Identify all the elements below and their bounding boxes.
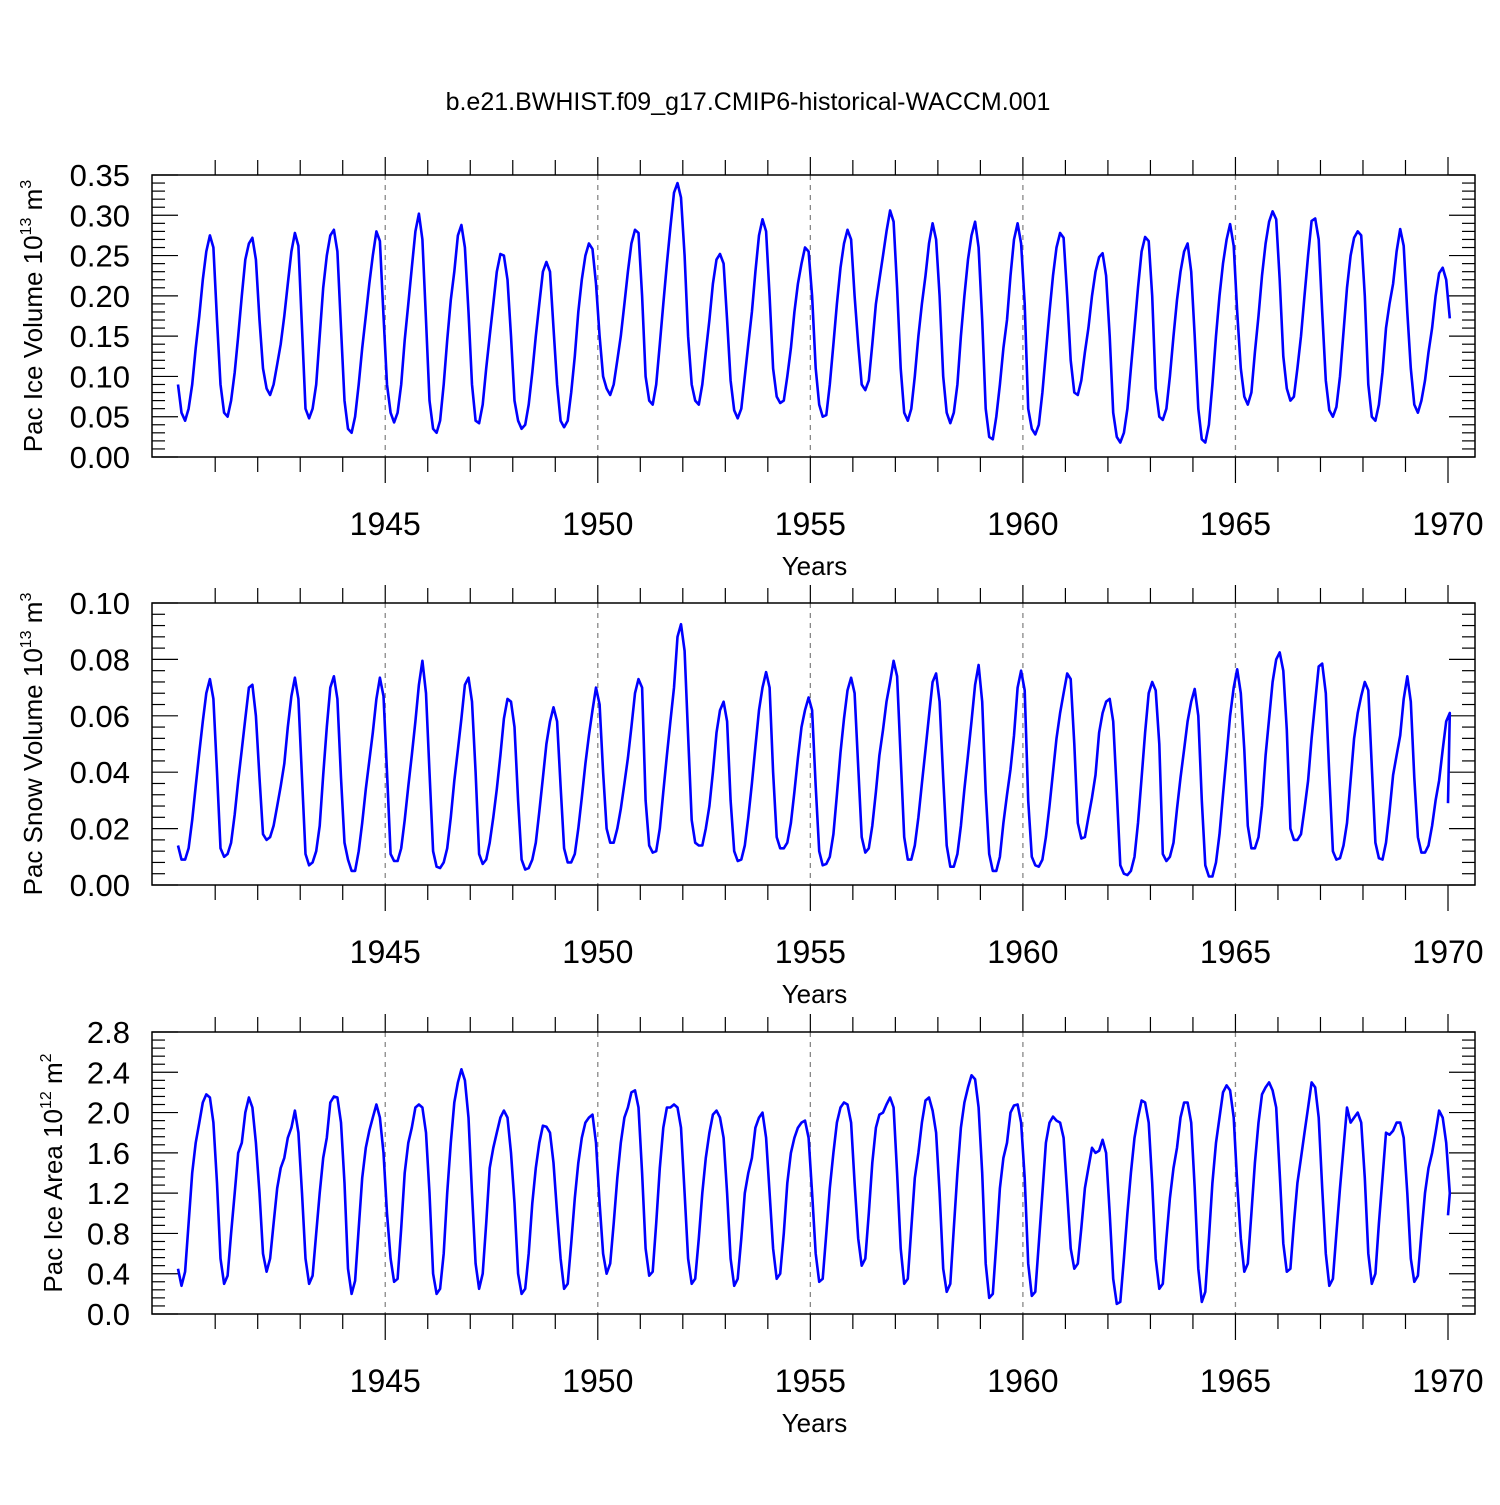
x-tick-label: 1965 [1200, 1363, 1271, 1399]
x-tick-label: 1960 [987, 934, 1058, 970]
y-tick-label: 2.0 [87, 1096, 130, 1131]
y-tick-label: 0.06 [70, 699, 130, 734]
x-axis-label: Years [782, 551, 848, 581]
panel-3: 0.0 0.4 0.8 1.2 1.6 2.0 2.4 2.8 1945 1950 1955 1960… [38, 1014, 1484, 1438]
panel-2: 0.00 0.02 0.04 0.06 0.08 0.10 1945 1950 1955 1960… [18, 585, 1484, 1009]
x-tick-label: 1950 [562, 934, 633, 970]
panel-1: 0.00 0.05 0.10 0.15 0.20 0.25 0.30 0.35 1945 1950… [18, 157, 1484, 581]
y-axis-label: Pac Snow Volume 1013 m3 [18, 593, 48, 896]
y-tick-label: 0.08 [70, 642, 130, 677]
y-axis-label: Pac Ice Volume 1013 m3 [18, 180, 48, 453]
x-tick-label: 1955 [775, 934, 846, 970]
y-tick-label: 0.25 [70, 239, 130, 274]
plot-frame [151, 1031, 1476, 1315]
x-tick-label: 1960 [987, 506, 1058, 542]
series-line-2 [176, 622, 1452, 878]
y-tick-label: 2.8 [87, 1015, 130, 1050]
y-tick-label: 1.6 [87, 1136, 130, 1171]
y-axis-label: Pac Ice Area 1012 m2 [38, 1053, 68, 1292]
y-tick-label: 0.15 [70, 319, 130, 354]
x-tick-label: 1965 [1200, 506, 1271, 542]
y-tick-label: 0.10 [70, 359, 130, 394]
y-tick-label: 0.10 [70, 586, 130, 621]
y-tick-label: 0.20 [70, 279, 130, 314]
y-tick-label: 0.00 [70, 440, 130, 475]
x-tick-label: 1945 [350, 1363, 421, 1399]
x-axis-label: Years [782, 979, 848, 1009]
x-tick-label: 1950 [562, 1363, 633, 1399]
y-tick-label: 0.02 [70, 812, 130, 847]
plot-frame [151, 174, 1476, 458]
x-tick-label: 1970 [1412, 1363, 1483, 1399]
series-line-3 [176, 1068, 1452, 1306]
x-tick-label: 1965 [1200, 934, 1271, 970]
x-tick-label: 1955 [775, 506, 846, 542]
y-tick-label: 1.2 [87, 1176, 130, 1211]
y-tick-label: 0.8 [87, 1216, 130, 1251]
series-line-1 [176, 181, 1452, 444]
plot-frame [151, 602, 1476, 886]
x-tick-label: 1970 [1412, 934, 1483, 970]
y-tick-label: 0.04 [70, 755, 130, 790]
x-tick-label: 1945 [350, 934, 421, 970]
x-tick-label: 1950 [562, 506, 633, 542]
y-tick-label: 0.05 [70, 400, 130, 435]
x-tick-label: 1945 [350, 506, 421, 542]
y-tick-label: 0.30 [70, 198, 130, 233]
y-tick-label: 0.00 [70, 868, 130, 903]
y-tick-label: 0.35 [70, 158, 130, 193]
x-axis-label: Years [782, 1408, 848, 1438]
x-tick-label: 1960 [987, 1363, 1058, 1399]
y-tick-label: 0.4 [87, 1257, 130, 1292]
x-tick-label: 1970 [1412, 506, 1483, 542]
y-tick-label: 2.4 [87, 1055, 130, 1090]
x-tick-label: 1955 [775, 1363, 846, 1399]
chart-title: b.e21.BWHIST.f09_g17.CMIP6-historical-WA… [446, 88, 1051, 116]
y-tick-label: 0.0 [87, 1297, 130, 1332]
